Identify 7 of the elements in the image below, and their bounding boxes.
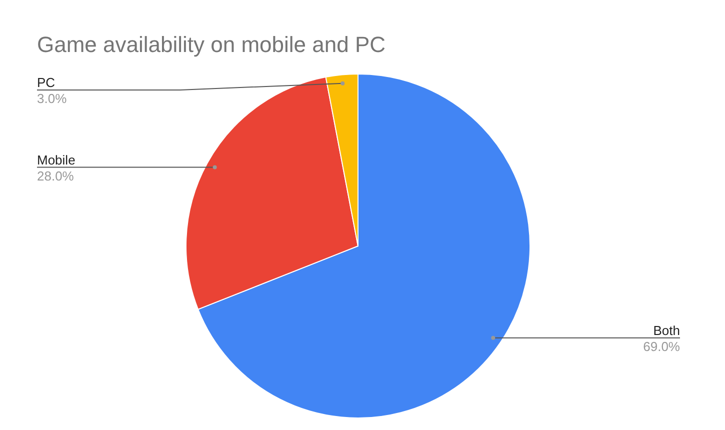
slice-label: Both bbox=[653, 322, 680, 338]
slice-label: Mobile bbox=[37, 152, 76, 168]
chart-title: Game availability on mobile and PC bbox=[37, 32, 386, 57]
data-label: 3.0% bbox=[37, 91, 68, 106]
slice-label: PC bbox=[37, 75, 56, 90]
data-label: 28.0% bbox=[37, 168, 74, 184]
data-label: 69.0% bbox=[643, 338, 680, 354]
